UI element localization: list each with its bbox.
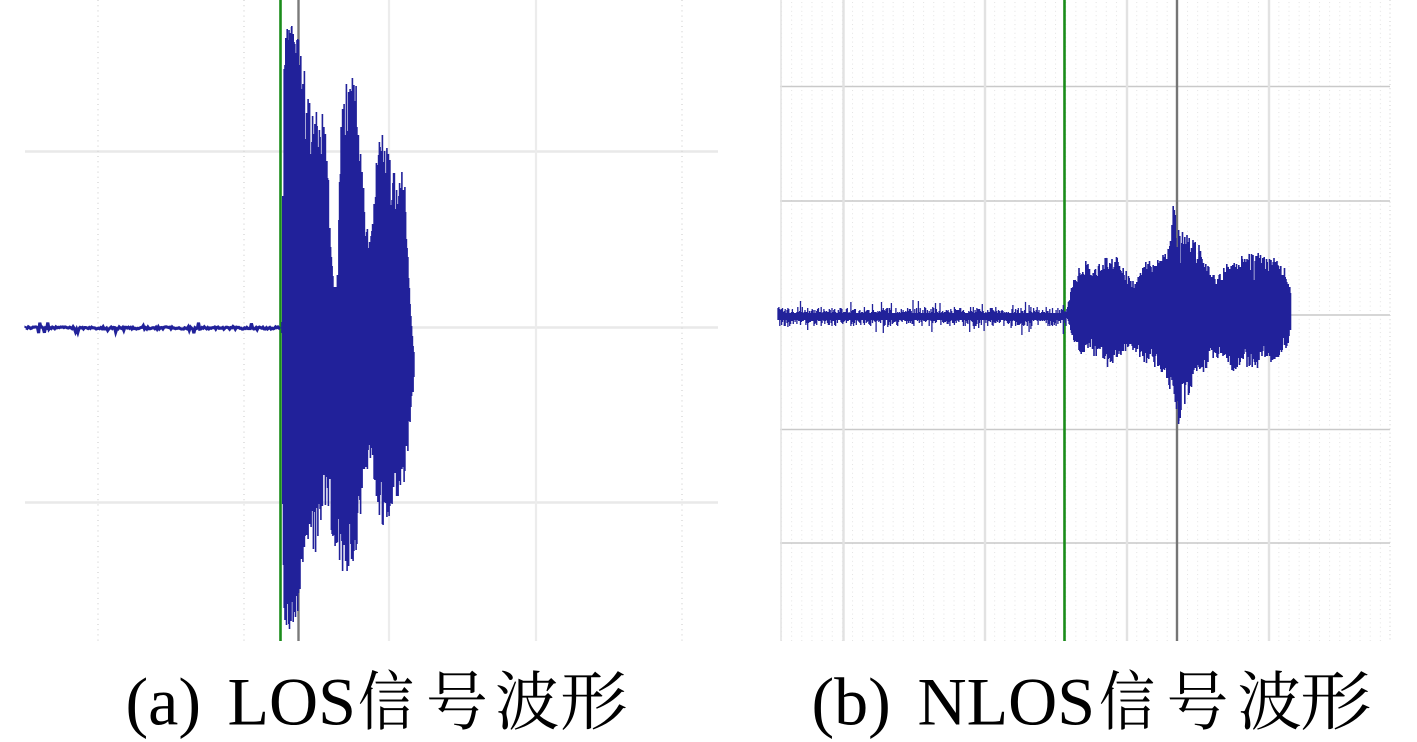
- svg-text:(a): (a): [126, 664, 201, 740]
- svg-text:LOS: LOS: [228, 664, 356, 740]
- svg-text:NLOS: NLOS: [918, 664, 1096, 740]
- svg-text:(b): (b): [812, 664, 891, 740]
